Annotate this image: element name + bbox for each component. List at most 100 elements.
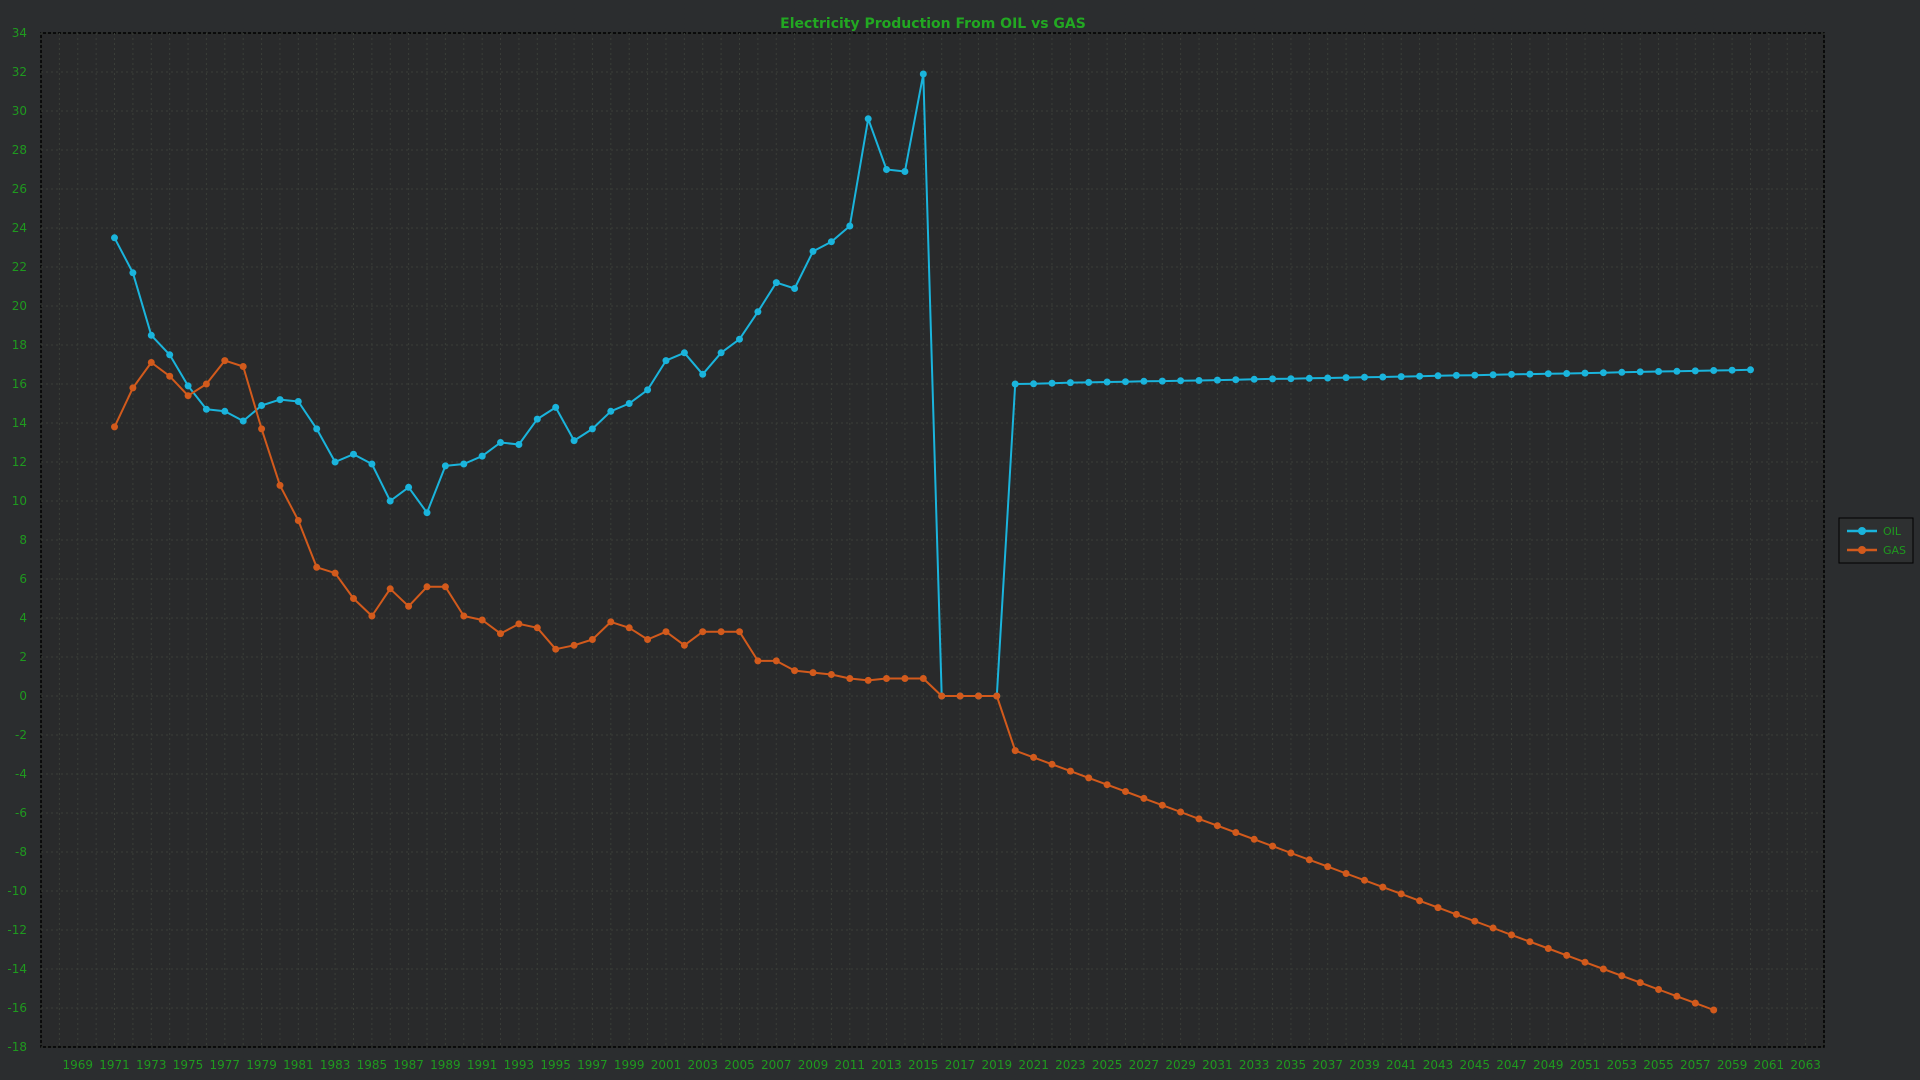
gas-data-point [975,692,982,700]
x-tick-label: 1985 [357,1058,388,1072]
x-tick-label: 2019 [982,1058,1013,1072]
y-tick-label: -10 [7,884,27,898]
oil-data-point [736,335,743,343]
gas-data-point [1618,972,1626,980]
x-tick-label: 2025 [1092,1058,1123,1072]
x-tick-label: 1971 [99,1058,130,1072]
oil-data-point [368,460,376,468]
legend[interactable]: OIL GAS [1838,517,1914,564]
oil-data-point [1287,375,1295,383]
gas-data-point [625,624,633,632]
legend-item-gas[interactable]: GAS [1847,544,1906,557]
legend-item-oil[interactable]: OIL [1847,525,1902,538]
oil-data-point [699,370,707,378]
x-tick-label: 1993 [504,1058,535,1072]
oil-data-point [1342,374,1350,382]
gas-data-point [441,583,449,591]
y-axis: 3432302826242220181614121086420-2-4-6-8-… [7,26,27,1054]
gas-data-point [809,669,817,677]
oil-data-point [680,349,688,357]
gas-data-point [1085,774,1093,782]
x-tick-label: 2031 [1202,1058,1233,1072]
x-tick-label: 2049 [1533,1058,1564,1072]
gas-data-point [1452,910,1460,918]
y-tick-label: 32 [12,65,27,79]
oil-data-point [258,402,266,409]
y-tick-label: -18 [7,1040,27,1054]
gas-data-point [1544,945,1552,952]
x-tick-label: 1983 [320,1058,351,1072]
gas-data-point [1324,863,1332,871]
gas-data-point [901,675,909,682]
gas-data-point [313,563,321,571]
oil-data-point [1544,370,1552,378]
x-tick-label: 2029 [1165,1058,1196,1072]
x-tick-label: 2039 [1349,1058,1380,1072]
x-tick-label: 2011 [835,1058,866,1072]
gas-data-point [827,671,835,678]
oil-data-point [111,234,118,242]
oil-data-point [809,247,817,255]
x-tick-label: 1977 [210,1058,241,1072]
oil-data-point [1563,370,1571,377]
x-tick-label: 2013 [871,1058,902,1072]
oil-data-point [441,462,449,470]
y-tick-label: 4 [19,611,27,625]
x-tick-label: 1989 [430,1058,461,1072]
gas-data-point [497,630,504,638]
oil-data-point [1581,369,1589,377]
x-tick-label: 2037 [1312,1058,1343,1072]
legend-box [1838,517,1914,564]
gas-data-point [294,517,302,524]
oil-data-point [552,403,560,411]
oil-data-point [221,407,229,415]
oil-data-point [478,452,486,460]
gas-data-point [1048,760,1056,768]
gas-data-point [368,612,376,620]
y-tick-label: 2 [19,650,27,664]
gas-data-point [1471,917,1479,925]
oil-data-point [405,483,413,491]
oil-data-point [1416,372,1424,380]
gas-data-point [680,641,688,649]
gas-data-point [1250,835,1258,843]
gas-data-point [956,692,964,700]
gas-data-point [772,657,780,665]
gas-data-point [111,423,118,431]
gas-data-point [588,636,596,643]
oil-data-point [1379,373,1387,381]
x-tick-label: 2015 [908,1058,939,1072]
gas-data-point [331,569,339,577]
y-tick-label: -2 [15,728,27,742]
oil-data-point [901,168,909,175]
oil-data-point [350,450,357,458]
gas-series-line [113,359,1715,1011]
gas-data-point [239,363,247,370]
gas-data-point [221,357,229,365]
oil-data-point [1655,368,1663,375]
oil-data-point [129,269,137,277]
oil-data-point [791,285,799,292]
gas-data-point [1122,788,1129,795]
legend-oil-marker [1858,527,1866,535]
x-tick-label: 2045 [1459,1058,1490,1072]
oil-data-point [515,441,523,448]
x-tick-label: 2043 [1423,1058,1454,1072]
oil-data-point [1508,370,1515,378]
oil-data-point [1636,368,1644,376]
oil-data-point [919,70,927,78]
gas-data-point [791,667,799,675]
gas-data-point [1030,753,1038,761]
oil-data-point [1269,375,1277,383]
oil-data-point [1471,371,1479,379]
gas-data-point [1416,897,1424,905]
grid [40,32,1825,1048]
x-tick-label: 1979 [246,1058,277,1072]
x-tick-label: 1999 [614,1058,645,1072]
x-tick-label: 2041 [1386,1058,1417,1072]
x-tick-label: 2057 [1680,1058,1711,1072]
oil-data-point [1085,378,1093,386]
oil-data-point [1195,377,1203,384]
oil-data-point [1305,374,1313,382]
